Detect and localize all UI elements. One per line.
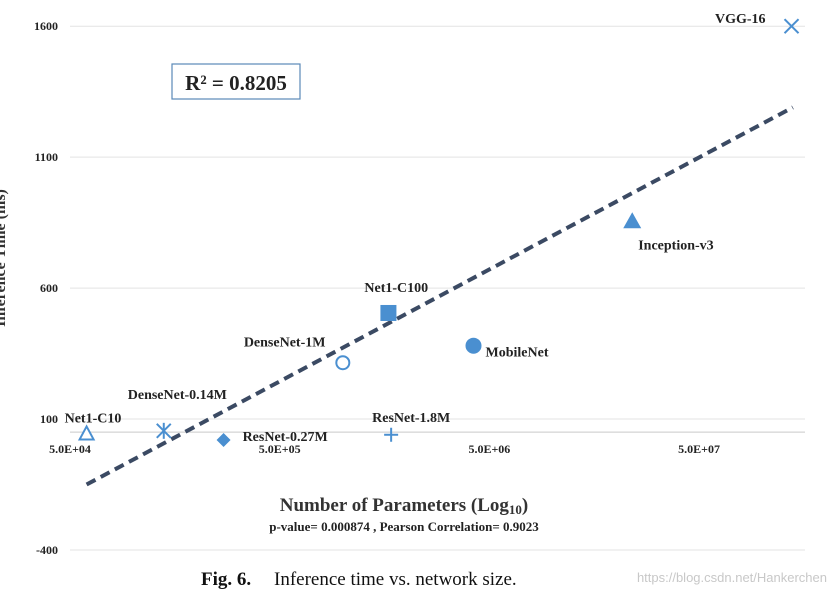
point-label: Net1-C100: [364, 281, 428, 296]
x-axis-ticks: 5.0E+04 5.0E+05 5.0E+06 5.0E+07: [49, 442, 720, 456]
point-labels: Net1-C10 DenseNet-0.14M ResNet-0.27M DenseN…: [65, 12, 766, 445]
marker-resnet-0-27m: [216, 433, 231, 447]
marker-mobilenet: [465, 337, 482, 354]
figure-caption-label: Fig. 6.: [201, 569, 251, 590]
point-label: DenseNet-0.14M: [128, 388, 227, 403]
x-tick-label: 5.0E+07: [678, 442, 720, 456]
y-axis-label: Inference Time (ms): [0, 189, 9, 327]
y-tick-label: -400: [36, 543, 58, 557]
x-tick-label: 5.0E+05: [259, 442, 301, 456]
x-axis-label-main: Number of Parameters (Log: [280, 495, 510, 516]
marker-net1-c10: [77, 424, 96, 441]
marker-vgg-16: [783, 18, 800, 34]
figure-caption-text: Inference time vs. network size.: [274, 569, 517, 590]
x-axis-label-close: ): [522, 495, 528, 516]
marker-densenet-1m: [335, 355, 351, 371]
y-tick-label: 100: [40, 412, 58, 426]
trend-line: [85, 105, 794, 487]
grid-lines: [70, 25, 805, 551]
x-tick-label: 5.0E+04: [49, 442, 91, 456]
y-axis-ticks: 1600 1100 600 100 -400: [34, 19, 58, 557]
marker-net1-c100: [380, 304, 397, 321]
point-label: VGG-16: [715, 12, 766, 27]
marker-densenet-0-14m: [156, 422, 172, 439]
x-tick-label: 5.0E+06: [468, 442, 510, 456]
y-tick-label: 1100: [35, 150, 58, 164]
statistics-text: p-value= 0.000874 , Pearson Correlation=…: [269, 519, 539, 534]
y-tick-label: 1600: [34, 19, 58, 33]
point-label: DenseNet-1M: [244, 336, 326, 351]
y-tick-label: 600: [40, 281, 58, 295]
marker-resnet-1-8m: [384, 427, 399, 442]
r-squared-label: R² = 0.8205: [185, 71, 287, 95]
point-label: Inception-v3: [638, 238, 713, 253]
x-axis-label: Number of Parameters (Log10): [280, 495, 529, 517]
x-axis-label-subscript: 10: [509, 502, 522, 517]
marker-inception-v3: [623, 212, 642, 229]
point-label: Net1-C10: [65, 411, 122, 426]
r-squared-box: [171, 63, 301, 100]
watermark: https://blog.csdn.net/Hankerchen: [637, 570, 827, 585]
data-markers: [77, 18, 800, 447]
point-label: MobileNet: [486, 346, 549, 361]
point-label: ResNet-1.8M: [372, 411, 450, 426]
point-label: ResNet-0.27M: [243, 430, 328, 445]
